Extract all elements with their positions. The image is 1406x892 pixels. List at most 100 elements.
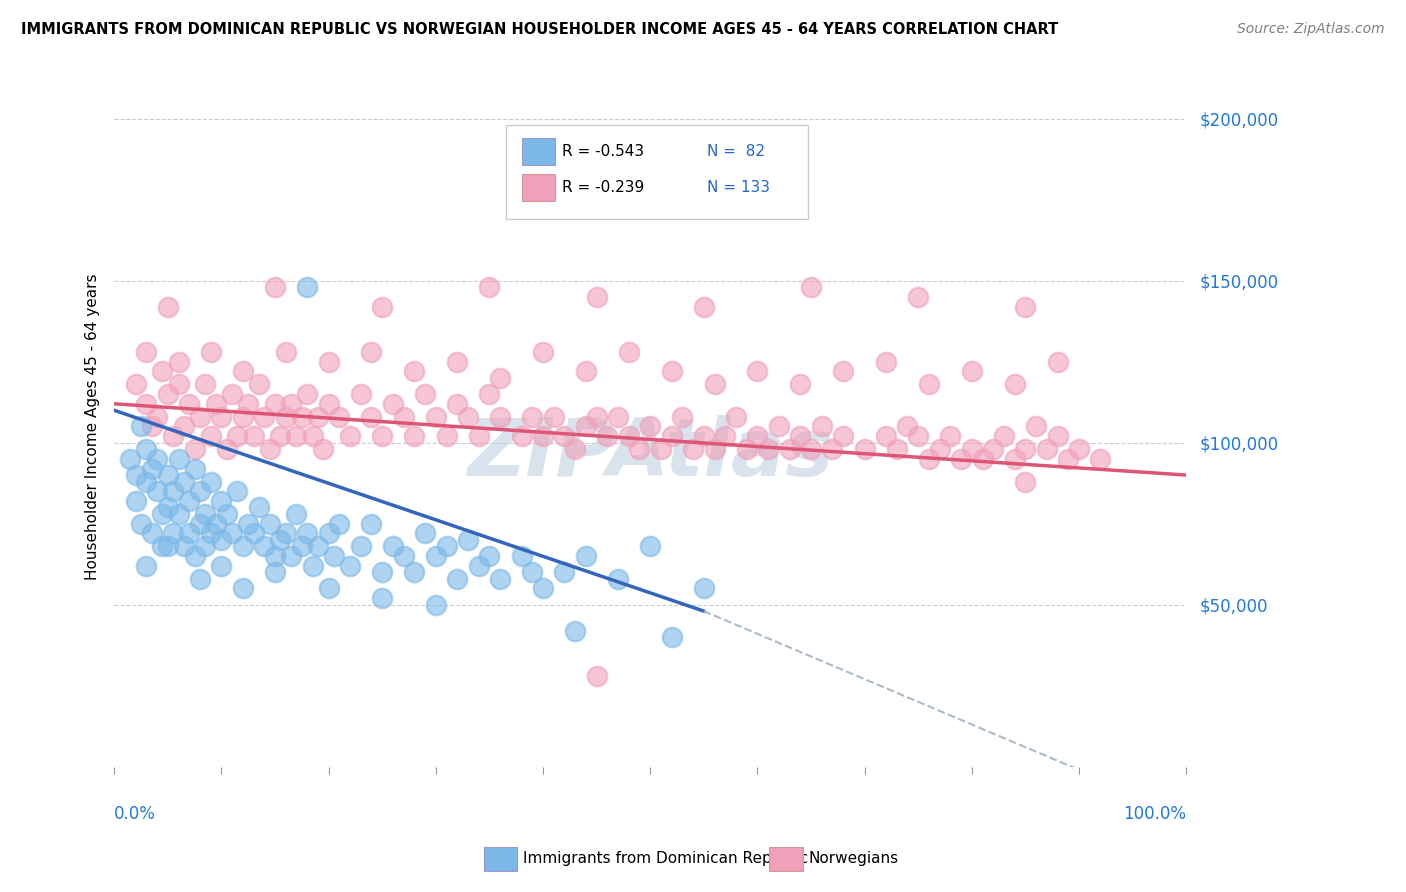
- Point: [853, 442, 876, 457]
- Point: [200, 429, 222, 443]
- Point: [789, 429, 811, 443]
- Point: [173, 475, 195, 489]
- Point: [360, 345, 382, 359]
- Point: [129, 516, 152, 531]
- Point: [167, 507, 190, 521]
- Point: [124, 377, 146, 392]
- Point: [392, 409, 415, 424]
- Point: [617, 429, 640, 443]
- Point: [285, 507, 308, 521]
- Point: [371, 591, 394, 606]
- Point: [703, 377, 725, 392]
- Point: [714, 429, 737, 443]
- Point: [585, 290, 607, 304]
- Point: [779, 442, 801, 457]
- Point: [650, 442, 672, 457]
- Point: [436, 539, 458, 553]
- Point: [564, 442, 586, 457]
- Point: [682, 442, 704, 457]
- Point: [1014, 475, 1036, 489]
- Point: [291, 539, 314, 553]
- Point: [318, 397, 340, 411]
- Point: [323, 549, 346, 563]
- Point: [425, 409, 447, 424]
- Point: [188, 484, 211, 499]
- Point: [522, 409, 544, 424]
- Point: [156, 300, 179, 314]
- Point: [735, 442, 758, 457]
- Point: [183, 461, 205, 475]
- Point: [339, 558, 361, 573]
- Point: [661, 364, 683, 378]
- Point: [896, 419, 918, 434]
- Point: [392, 549, 415, 563]
- Point: [280, 397, 302, 411]
- Point: [768, 419, 790, 434]
- Point: [425, 598, 447, 612]
- Text: R = -0.543: R = -0.543: [562, 145, 644, 159]
- Text: 0.0%: 0.0%: [114, 805, 156, 823]
- Point: [585, 409, 607, 424]
- Point: [129, 419, 152, 434]
- Point: [800, 442, 823, 457]
- Point: [1004, 451, 1026, 466]
- Point: [247, 377, 270, 392]
- Point: [232, 539, 254, 553]
- Point: [215, 442, 238, 457]
- Point: [543, 409, 565, 424]
- Point: [307, 409, 329, 424]
- Text: Norwegians: Norwegians: [808, 851, 898, 865]
- Point: [328, 516, 350, 531]
- Point: [264, 397, 287, 411]
- Point: [436, 429, 458, 443]
- Point: [318, 582, 340, 596]
- Y-axis label: Householder Income Ages 45 - 64 years: Householder Income Ages 45 - 64 years: [86, 273, 100, 580]
- Point: [141, 419, 163, 434]
- Point: [446, 354, 468, 368]
- Point: [135, 442, 157, 457]
- Point: [200, 345, 222, 359]
- Point: [120, 451, 142, 466]
- Point: [238, 516, 260, 531]
- Point: [135, 475, 157, 489]
- Point: [661, 630, 683, 644]
- Point: [253, 409, 276, 424]
- Point: [194, 377, 217, 392]
- Point: [226, 429, 249, 443]
- Point: [628, 442, 651, 457]
- Point: [135, 345, 157, 359]
- Point: [162, 429, 184, 443]
- Text: Source: ZipAtlas.com: Source: ZipAtlas.com: [1237, 22, 1385, 37]
- Text: N = 133: N = 133: [707, 180, 770, 194]
- Point: [264, 280, 287, 294]
- Point: [141, 526, 163, 541]
- Point: [162, 484, 184, 499]
- Point: [1004, 377, 1026, 392]
- Point: [617, 193, 640, 207]
- Text: ZIPAtlas: ZIPAtlas: [467, 415, 834, 492]
- Point: [478, 549, 501, 563]
- Point: [360, 409, 382, 424]
- Point: [146, 451, 169, 466]
- Point: [215, 507, 238, 521]
- Point: [1036, 442, 1059, 457]
- Point: [607, 572, 630, 586]
- Point: [638, 539, 661, 553]
- Point: [188, 409, 211, 424]
- Text: IMMIGRANTS FROM DOMINICAN REPUBLIC VS NORWEGIAN HOUSEHOLDER INCOME AGES 45 - 64 : IMMIGRANTS FROM DOMINICAN REPUBLIC VS NO…: [21, 22, 1059, 37]
- Point: [457, 533, 479, 547]
- Point: [156, 387, 179, 401]
- Point: [1057, 451, 1080, 466]
- Point: [404, 364, 426, 378]
- Point: [821, 442, 844, 457]
- Point: [295, 526, 318, 541]
- Point: [232, 582, 254, 596]
- Point: [404, 566, 426, 580]
- Point: [247, 500, 270, 515]
- Point: [800, 280, 823, 294]
- Point: [693, 429, 716, 443]
- Point: [312, 442, 335, 457]
- Point: [188, 516, 211, 531]
- Point: [205, 397, 228, 411]
- Point: [671, 409, 693, 424]
